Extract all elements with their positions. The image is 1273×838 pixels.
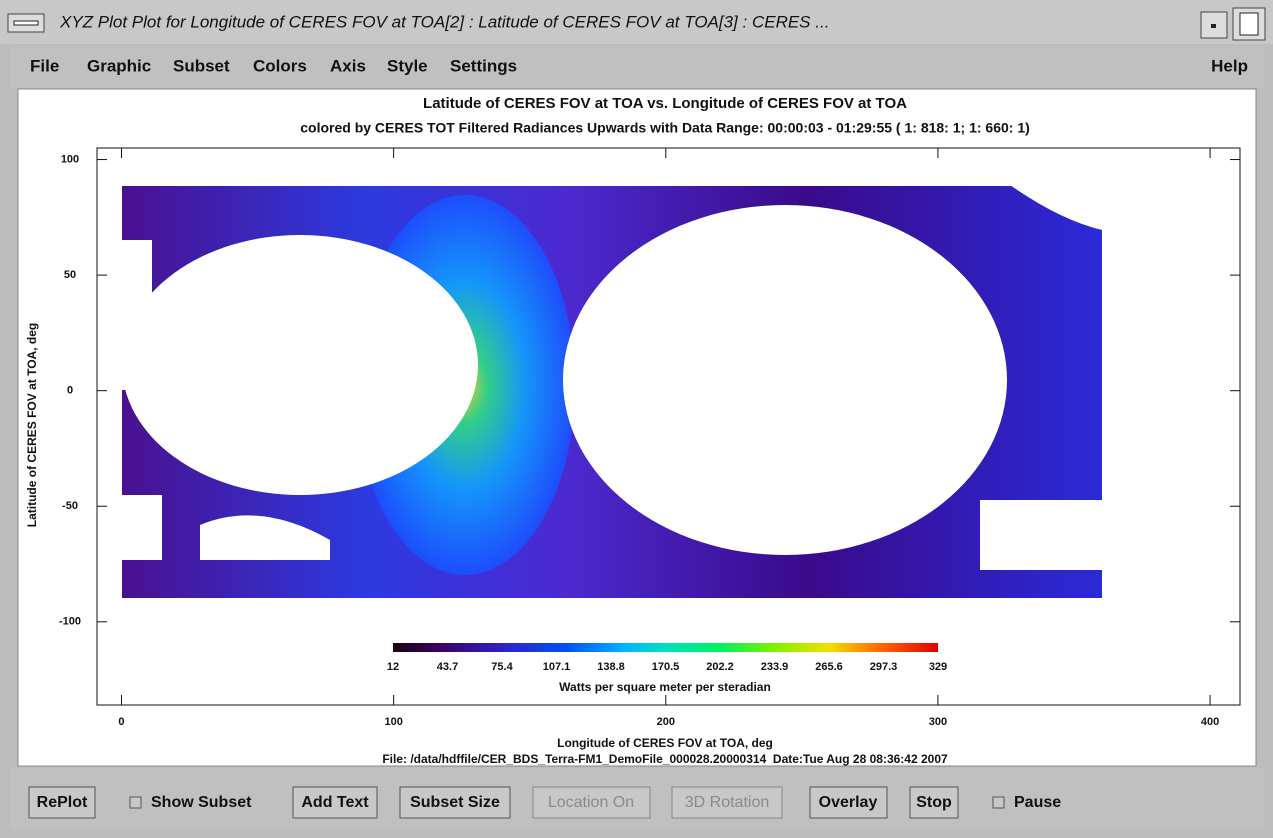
y-tick-label: -50 [62,500,78,512]
window: XYZ Plot Plot for Longitude of CERES FOV… [0,0,1273,838]
button-label: Location On [548,794,634,811]
colorbar-tick-label: 138.8 [597,661,625,673]
colorbar-tick-label: 12 [387,661,399,673]
menu-item[interactable]: Style [387,56,428,75]
colorbar-tick-label: 265.6 [815,661,843,673]
colorbar-tick-label: 170.5 [652,661,680,673]
button-label: Add Text [301,794,369,811]
x-tick-label: 200 [657,716,675,728]
file-info: File: /data/hdffile/CER_BDS_Terra-FM1_De… [382,752,948,766]
menu-item[interactable]: Graphic [87,56,151,75]
x-tick-label: 100 [384,716,402,728]
x-tick-label: 400 [1201,716,1219,728]
colorbar-tick-label: 107.1 [543,661,571,673]
menu-item[interactable]: Settings [450,56,517,75]
colorbar-tick-label: 233.9 [761,661,789,673]
colorbar-label: Watts per square meter per steradian [559,680,771,694]
y-tick-label: 50 [64,269,76,281]
checkbox-label: Pause [1014,794,1061,811]
y-tick-label: 0 [67,385,73,397]
menu-item[interactable]: Colors [253,56,307,75]
colorbar-tick-label: 202.2 [706,661,734,673]
swath-gap [980,500,1102,570]
menu-item[interactable]: Subset [173,56,230,75]
checkbox[interactable] [993,797,1004,808]
window-title: XYZ Plot Plot for Longitude of CERES FOV… [59,12,829,31]
button-label: 3D Rotation [685,794,770,811]
colorbar-tick-label: 329 [929,661,947,673]
x-tick-label: 0 [118,716,124,728]
y-axis-label: Latitude of CERES FOV at TOA, deg [25,323,39,527]
menu-item[interactable]: File [30,56,59,75]
colorbar [393,643,938,652]
checkbox-label: Show Subset [151,794,252,811]
menu-item[interactable]: Axis [330,56,366,75]
colorbar-tick-label: 297.3 [870,661,898,673]
x-tick-label: 300 [929,716,947,728]
swath-gap [563,205,1007,555]
button-label: RePlot [37,794,88,811]
y-tick-label: 100 [61,153,79,165]
swath-gap [122,235,478,495]
plot-subtitle: colored by CERES TOT Filtered Radiances … [300,120,1030,136]
y-tick-label: -100 [59,616,81,628]
button-label: Stop [916,794,952,811]
checkbox[interactable] [130,797,141,808]
plot-title: Latitude of CERES FOV at TOA vs. Longitu… [423,95,907,112]
menu-item[interactable]: Help [1211,56,1248,75]
icon [1211,24,1216,28]
swath-gap [122,240,152,390]
button-label: Overlay [819,794,878,811]
colorbar-tick-label: 75.4 [491,661,513,673]
colorbar-tick-label: 43.7 [437,661,458,673]
swath-gap [122,495,162,560]
icon [14,21,38,25]
icon [1240,13,1258,35]
data-field [122,185,1102,598]
x-axis-label: Longitude of CERES FOV at TOA, deg [557,736,773,750]
button-label: Subset Size [410,794,500,811]
